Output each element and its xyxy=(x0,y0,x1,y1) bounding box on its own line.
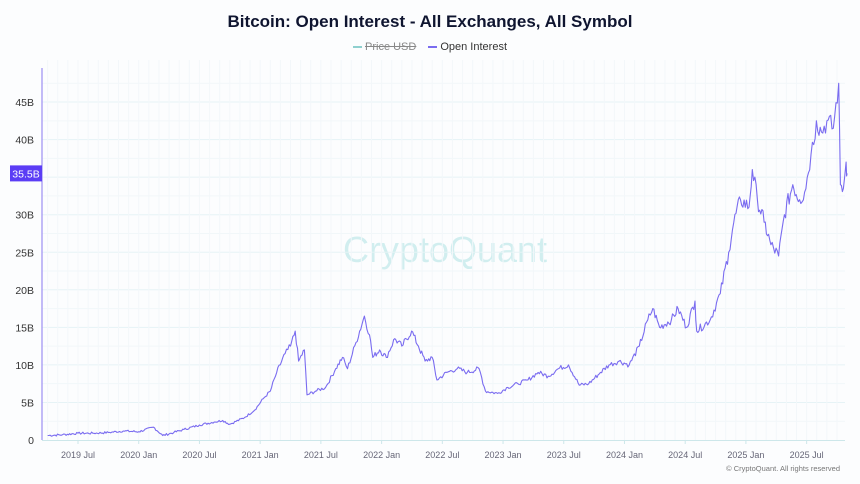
x-tick-label: 2024 Jan xyxy=(606,450,643,460)
open-interest-line xyxy=(47,82,848,437)
x-tick-label: 2023 Jul xyxy=(547,450,581,460)
legend-label-oi: Open Interest xyxy=(440,41,507,53)
legend-swatch-price xyxy=(353,46,362,48)
x-tick-label: 2024 Jul xyxy=(668,450,702,460)
x-tick-label: 2023 Jan xyxy=(485,450,522,460)
y-tick-label: 5B xyxy=(21,397,34,409)
y-tick-label: 20B xyxy=(15,285,34,297)
legend-swatch-oi xyxy=(428,46,438,48)
legend-label-price: Price USD xyxy=(365,41,417,53)
y-tick-label: 30B xyxy=(15,210,34,222)
watermark: CryptoQuant xyxy=(343,229,547,270)
x-tick-label: 2025 Jul xyxy=(790,450,824,460)
legend-item-price-usd[interactable]: Price USD xyxy=(353,41,416,53)
x-tick-label: 2021 Jan xyxy=(242,450,279,460)
y-tick-label: 40B xyxy=(15,135,34,147)
x-tick-label: 2019 Jul xyxy=(61,450,95,460)
legend-item-open-interest[interactable]: Open Interest xyxy=(428,41,507,53)
legend: Price USD Open Interest xyxy=(0,41,860,53)
y-tick-label: 15B xyxy=(15,322,34,334)
y-tick-label: 10B xyxy=(15,360,34,372)
x-tick-label: 2022 Jul xyxy=(425,450,459,460)
x-tick-label: 2020 Jul xyxy=(182,450,216,460)
x-tick-label: 2022 Jan xyxy=(363,450,400,460)
chart-title: Bitcoin: Open Interest - All Exchanges, … xyxy=(227,12,633,31)
y-tick-label: 45B xyxy=(15,97,34,109)
current-value-badge xyxy=(10,165,42,182)
y-tick-label: 25B xyxy=(15,247,34,259)
y-tick-label: 0 xyxy=(28,435,34,447)
x-tick-label: 2021 Jul xyxy=(304,450,338,460)
x-tick-label: 2020 Jan xyxy=(120,450,157,460)
current-value-label: 35.5B xyxy=(12,168,39,180)
copyright: © CryptoQuant. All rights reserved xyxy=(726,464,840,473)
x-tick-label: 2025 Jan xyxy=(727,450,764,460)
